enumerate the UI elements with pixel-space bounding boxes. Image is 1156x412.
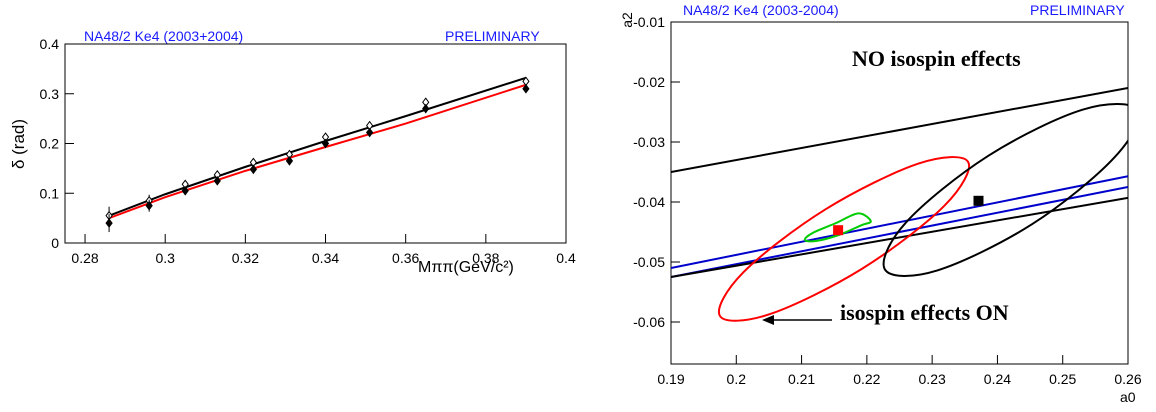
x-tick-label: 0.25	[1049, 371, 1076, 387]
y-tick-label: 0.2	[40, 136, 60, 152]
y-tick-label: -0.04	[633, 194, 665, 210]
plot-frame	[670, 21, 1129, 365]
tag: PRELIMINARY	[1030, 2, 1125, 18]
x-tick-label: 0.21	[788, 371, 815, 387]
fit-line	[671, 87, 1128, 173]
plot-area	[671, 87, 1128, 322]
point	[522, 83, 530, 94]
x-tick-label: 0.2	[727, 371, 747, 387]
point	[973, 195, 984, 206]
y-tick-label: -0.01	[633, 14, 665, 30]
y-tick-label: 0.1	[40, 185, 60, 201]
contour	[803, 212, 872, 243]
point	[422, 103, 430, 114]
chart-title: NA48/2 Ke4 (2003-2004)	[683, 2, 839, 18]
contour	[718, 156, 971, 322]
point	[833, 225, 844, 236]
x-tick-label: 0.32	[232, 250, 259, 266]
x-tick-label: 0.4	[556, 250, 576, 266]
fit-line	[671, 196, 1128, 278]
point	[365, 127, 374, 138]
point	[285, 156, 294, 166]
x-tick-label: 0.26	[1114, 371, 1141, 387]
point	[181, 185, 189, 196]
annotation: isospin effects ON	[840, 300, 1009, 325]
arrow-head	[762, 315, 774, 325]
x-tick-label: 0.23	[919, 371, 946, 387]
fit-line	[671, 175, 1128, 269]
point	[145, 200, 153, 211]
x-tick-label: 0.19	[657, 371, 684, 387]
fit-line	[671, 186, 1128, 278]
tag: PRELIMINARY	[445, 28, 540, 44]
annotation: NO isospin effects	[852, 46, 1021, 71]
x-tick-label: 0.22	[853, 371, 880, 387]
x-axis-title: a0	[1120, 389, 1136, 405]
x-tick-label: 0.28	[71, 250, 98, 266]
plot-area	[105, 76, 530, 233]
y-tick-label: 0.3	[40, 86, 60, 102]
contour	[882, 103, 1128, 277]
point	[321, 138, 330, 149]
chart-title: NA48/2 Ke4 (2003+2004)	[84, 28, 243, 44]
x-tick-label: 0.24	[984, 371, 1011, 387]
x-tick-label: 0.38	[472, 250, 499, 266]
y-axis-title: δ (rad)	[9, 119, 28, 169]
point	[249, 164, 258, 175]
point	[213, 175, 221, 186]
x-tick-label: 0.34	[312, 250, 339, 266]
y-tick-label: -0.05	[633, 254, 665, 270]
y-tick-label: -0.02	[633, 74, 665, 90]
y-axis-title: a2	[619, 12, 635, 28]
point	[105, 218, 113, 228]
y-tick-label: -0.03	[633, 134, 665, 150]
x-tick-label: 0.36	[392, 250, 419, 266]
x-tick-label: 0.3	[155, 250, 175, 266]
y-tick-label: -0.06	[633, 314, 665, 330]
y-tick-label: 0	[51, 235, 59, 251]
fit-line	[108, 83, 527, 220]
x-axis-title: Mππ(GeV/c²)	[418, 259, 514, 276]
y-tick-label: 0.4	[40, 36, 60, 52]
